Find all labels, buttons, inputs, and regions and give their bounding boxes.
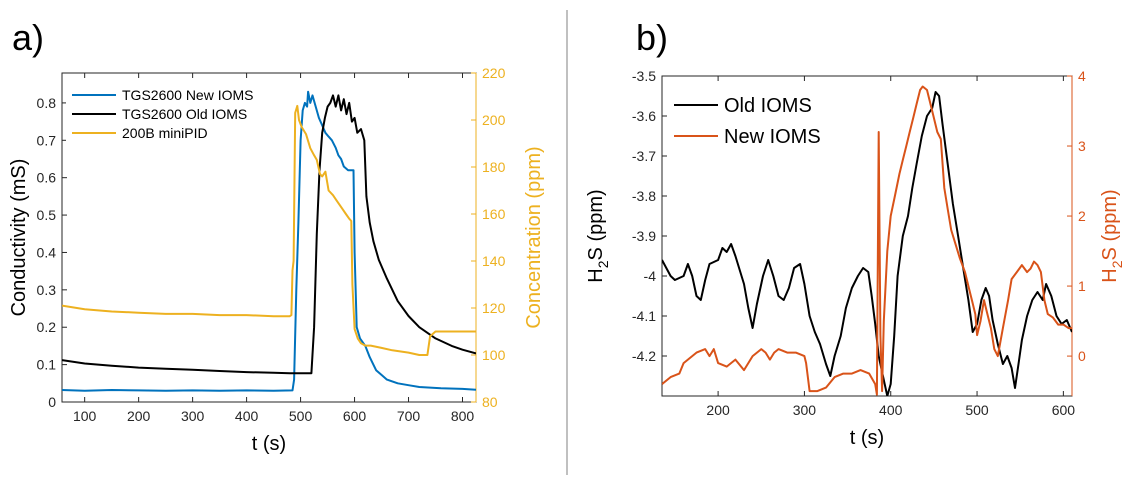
- x-axis-label: t (s): [252, 433, 286, 455]
- x-tick-label: 800: [451, 408, 475, 424]
- y-right-tick-label: 220: [482, 65, 506, 81]
- legend-label: New IOMS: [724, 126, 821, 148]
- series-line-tgs2600-old-ioms: [62, 94, 476, 375]
- y-left-tick-label: -3.8: [632, 188, 656, 204]
- y-left-tick-label: 0.7: [37, 132, 57, 148]
- x-tick-label: 300: [181, 408, 205, 424]
- x-tick-label: 500: [289, 408, 313, 424]
- legend: TGS2600 New IOMS TGS2600 Old IOMS 200B min…: [66, 78, 276, 148]
- x-axis-label: t (s): [850, 427, 884, 449]
- x-tick-label: 200: [706, 402, 730, 418]
- y-left-tick-label: -4.1: [632, 308, 656, 324]
- legend-label: Old IOMS: [724, 95, 812, 117]
- legend-label: 200B miniPID: [122, 125, 208, 141]
- x-tick-label: 600: [1052, 402, 1076, 418]
- y-right-tick-label: 200: [482, 112, 506, 128]
- y-right-tick-label: 180: [482, 159, 506, 175]
- series-line-tgs2600-new-ioms: [62, 90, 476, 392]
- legend-label: TGS2600 Old IOMS: [122, 106, 247, 122]
- y-right-tick-label: 3: [1078, 138, 1086, 154]
- y-right-tick-label: 160: [482, 206, 506, 222]
- series-line-new-ioms: [662, 85, 1072, 396]
- series-line-old-ioms: [662, 91, 1072, 396]
- y-left-tick-label: -3.9: [632, 228, 656, 244]
- y-right-tick-label: 80: [482, 394, 498, 410]
- series-line-200b-minipid: [62, 104, 476, 356]
- series-group: [662, 85, 1072, 396]
- y-left-tick-label: 0: [48, 394, 56, 410]
- x-tick-label: 600: [343, 408, 367, 424]
- x-tick-label: 300: [793, 402, 817, 418]
- series-group: [62, 90, 476, 392]
- x-tick-label: 700: [397, 408, 421, 424]
- y-left-tick-label: -4.2: [632, 348, 656, 364]
- panel-label-a: a): [12, 17, 44, 58]
- x-tick-label: 400: [879, 402, 903, 418]
- y-left-axis-label: H2S (ppm): [585, 189, 611, 282]
- y-right-tick-label: 140: [482, 253, 506, 269]
- legend-label: TGS2600 New IOMS: [122, 87, 254, 103]
- y-right-tick-label: 120: [482, 300, 506, 316]
- y-right-tick-label: 0: [1078, 348, 1086, 364]
- panel-label-b: b): [636, 17, 668, 58]
- y-left-tick-label: 0.2: [37, 319, 57, 335]
- y-left-axis-label: Conductivity (mS): [8, 159, 30, 317]
- y-left-tick-label: 0.5: [37, 207, 57, 223]
- y-right-tick-label: 1: [1078, 278, 1086, 294]
- x-tick-label: 200: [127, 408, 151, 424]
- y-left-tick-label: 0.8: [37, 95, 57, 111]
- y-left-tick-label: -4: [644, 268, 657, 284]
- y-right-tick-label: 100: [482, 347, 506, 363]
- y-left-tick-label: 0.4: [37, 244, 57, 260]
- y-right-axis-label: Concentration (ppm): [523, 146, 545, 328]
- y-left-tick-label: -3.7: [632, 148, 656, 164]
- y-left-tick-label: 0.1: [37, 357, 57, 373]
- y-right-axis-label: H2S (ppm): [1099, 189, 1125, 282]
- chart-a: 100 200 300 400 500 600 700 800 0 0.1 0.2 0.3 0.4 0.5…: [8, 65, 545, 455]
- y-right-tick-label: 4: [1078, 68, 1086, 84]
- x-tick-label: 500: [965, 402, 989, 418]
- y-left-tick-label: -3.6: [632, 108, 656, 124]
- plot-area-frame: [661, 75, 1073, 397]
- y-left-tick-label: 0.6: [37, 170, 57, 186]
- x-tick-label: 400: [235, 408, 259, 424]
- y-right-tick-label: 2: [1078, 208, 1086, 224]
- x-tick-label: 100: [73, 408, 97, 424]
- y-left-tick-label: 0.3: [37, 282, 57, 298]
- y-left-tick-label: -3.5: [632, 68, 656, 84]
- legend: Old IOMS New IOMS: [674, 95, 821, 148]
- chart-b: 200 300 400 500 600 -4.2 -4.1 -4 -3.9 -3.8 -3.7 -3.…: [585, 68, 1125, 449]
